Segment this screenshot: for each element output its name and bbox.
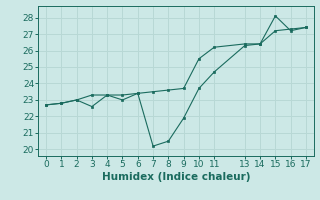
X-axis label: Humidex (Indice chaleur): Humidex (Indice chaleur) — [102, 172, 250, 182]
